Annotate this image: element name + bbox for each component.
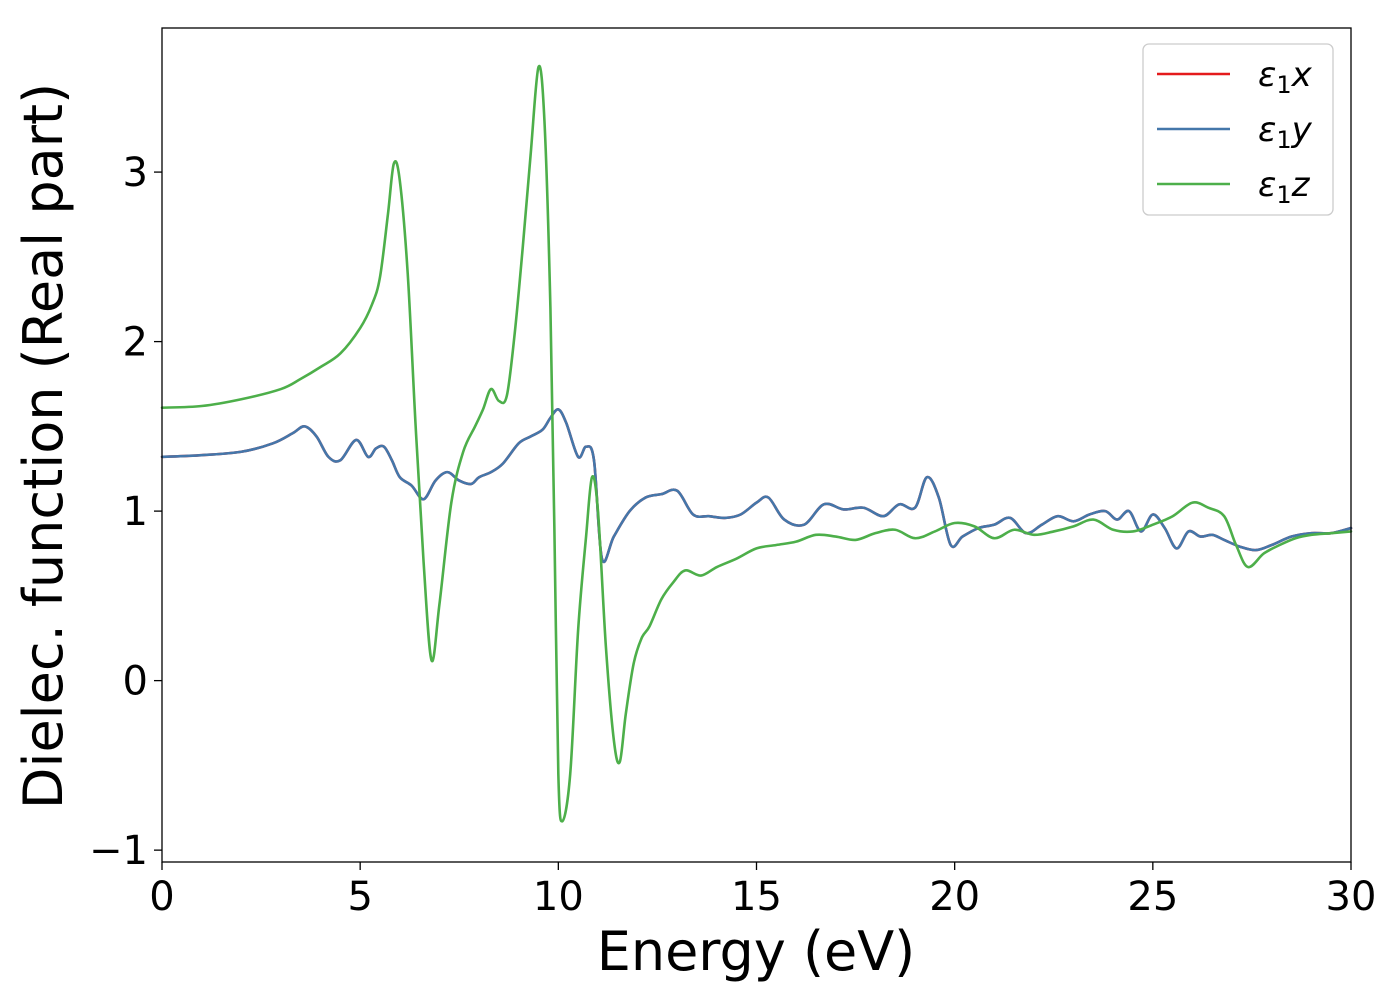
- x-axis-title: Energy (eV): [597, 920, 916, 983]
- x-tick-label: 0: [149, 874, 174, 920]
- y-tick-label: 0: [123, 659, 148, 705]
- legend-label: ε1x: [1258, 55, 1313, 99]
- y-tick-label: 1: [123, 489, 148, 535]
- series-line-z: [160, 64, 1353, 823]
- x-tick-label: 20: [929, 874, 980, 920]
- legend-label: ε1y: [1258, 110, 1313, 154]
- y-tick-label: −1: [89, 828, 148, 874]
- series-line-x: [160, 408, 1353, 563]
- legend-frame: [1142, 43, 1334, 216]
- x-tick-label: 30: [1326, 874, 1377, 920]
- y-axis-ticks: −1 0 1 2 3: [89, 150, 162, 874]
- y-tick-label: 2: [123, 320, 148, 366]
- series-line-y: [160, 408, 1353, 563]
- x-tick-label: 15: [731, 874, 782, 920]
- legend: ε1x ε1y ε1z: [1142, 43, 1334, 216]
- y-axis-title: Dielec. function (Real part): [12, 83, 75, 809]
- x-tick-label: 25: [1127, 874, 1178, 920]
- legend-label: ε1z: [1258, 165, 1311, 209]
- y-tick-label: 3: [123, 150, 148, 196]
- x-tick-label: 5: [347, 874, 372, 920]
- x-axis-ticks: 0 5 10 15 20 25 30: [149, 862, 1376, 920]
- series-layer: [160, 64, 1353, 823]
- x-tick-label: 10: [533, 874, 584, 920]
